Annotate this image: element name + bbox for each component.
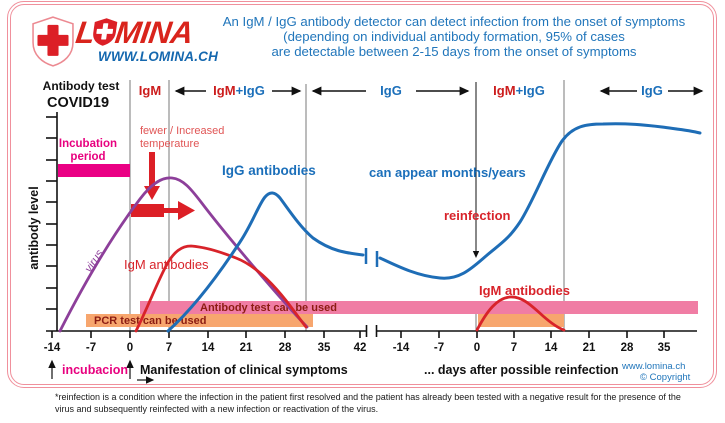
svg-text:21: 21 — [240, 342, 253, 354]
igm-curve-reinfection — [475, 295, 566, 332]
can-appear-label: can appear months/years — [369, 165, 526, 180]
page-title: An IgM / IgG antibody detector can detec… — [198, 14, 710, 60]
incubation-label-1: Incubation — [59, 138, 117, 150]
svg-text:21: 21 — [583, 342, 596, 354]
svg-text:28: 28 — [279, 342, 292, 354]
pcr-reinfection-band — [478, 314, 564, 327]
svg-text:7: 7 — [511, 342, 517, 354]
svg-text:0: 0 — [474, 342, 480, 354]
incubacion-caption: incubacion — [62, 363, 128, 377]
phase-igg-label: IgG — [380, 83, 402, 98]
shield-cross-icon — [30, 16, 76, 72]
y-axis — [46, 112, 58, 331]
svg-text:-7: -7 — [86, 342, 96, 354]
chart-test-label: Antibody test — [43, 79, 120, 93]
svg-text:-14: -14 — [393, 342, 410, 354]
manifestation-caption: Manifestation of clinical symptoms — [140, 363, 348, 377]
virus-curve — [58, 176, 309, 333]
svg-text:28: 28 — [621, 342, 634, 354]
pcr-band-label: PCR test can be used — [94, 315, 206, 327]
phase-igm-label: IgM — [139, 83, 161, 98]
svg-text:0: 0 — [127, 342, 133, 354]
fever-label-2: temperature — [140, 138, 199, 150]
title-line-1: An IgM / IgG antibody detector can detec… — [222, 14, 686, 29]
y-axis-label: antibody level — [27, 186, 41, 269]
igg-antibodies-label: IgG antibodies — [222, 163, 316, 178]
brand-wordmark: L MINA — [73, 13, 196, 53]
svg-text:42: 42 — [354, 342, 367, 354]
spread-right-arrow — [131, 201, 195, 220]
reinfection-footnote: *reinfection is a condition where the in… — [55, 392, 681, 414]
incubation-period-bar — [58, 164, 130, 177]
phase-igg2-label: IgG — [641, 83, 663, 98]
x-axis-infection-tick-labels: -14 -7 0 7 14 21 28 35 42 — [44, 342, 367, 354]
igg-curve-infection — [166, 191, 365, 333]
antibody-band-label: Antibody test can be used — [200, 302, 337, 314]
svg-text:-14: -14 — [44, 342, 61, 354]
igg-curve-longterm — [378, 122, 702, 280]
footer-website: www.lomina.ch — [621, 361, 685, 372]
phase-igm-igg-label: IgM+IgG — [213, 83, 265, 98]
x-axis — [46, 325, 697, 338]
phase-igm-igg2-label: IgM+IgG — [493, 83, 545, 98]
days-after-reinfection-caption: ... days after possible reinfection — [424, 363, 619, 377]
igm-curve-infection — [134, 244, 308, 333]
incubation-label-2: period — [70, 151, 105, 163]
footer-copyright: © Copyright — [640, 372, 691, 383]
lomina-logo: L MINA WWW.LOMINA.CH — [30, 13, 218, 67]
x-axis-reinfection-tick-labels: -14 -7 0 7 14 21 28 35 — [393, 342, 671, 354]
title-line-3: are detectable between 2-15 days from th… — [271, 44, 637, 60]
title-line-2: (depending on individual antibody format… — [283, 29, 625, 45]
svg-text:-7: -7 — [434, 342, 444, 354]
svg-text:14: 14 — [545, 342, 558, 354]
svg-text:35: 35 — [658, 342, 671, 354]
fever-label-1: fewer / Increased — [140, 125, 224, 137]
svg-text:35: 35 — [318, 342, 331, 354]
brand-website: WWW.LOMINA.CH — [98, 49, 219, 64]
igm-antibodies-2-label: IgM antibodies — [479, 283, 570, 298]
chart-test-name: COVID19 — [47, 95, 109, 111]
brand-o-shield-icon — [93, 18, 118, 46]
svg-text:7: 7 — [166, 342, 172, 354]
antibody-test-band — [140, 301, 698, 314]
reinfection-label: reinfection — [444, 208, 511, 223]
igm-antibodies-label: IgM antibodies — [124, 257, 209, 272]
igg-curve-break-marks — [364, 248, 379, 267]
svg-text:14: 14 — [202, 342, 215, 354]
bottom-caption-arrows — [48, 359, 155, 384]
